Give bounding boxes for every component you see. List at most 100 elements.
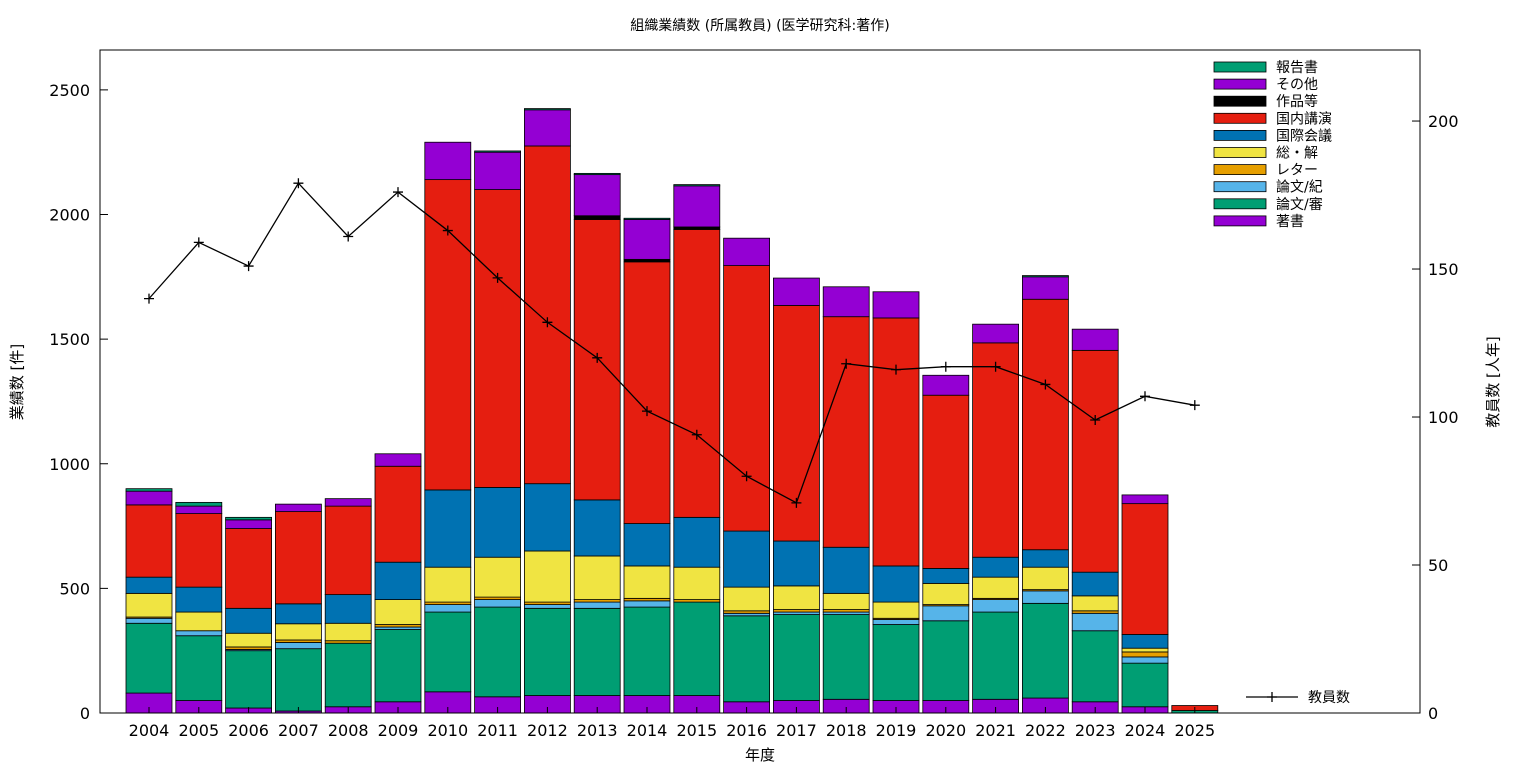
line-point	[243, 261, 254, 272]
y-tick-label: 500	[59, 579, 90, 598]
bar-segment	[822, 614, 870, 700]
bar-segment	[274, 603, 322, 625]
x-tick-label: 2005	[178, 721, 219, 740]
bar-segment	[872, 317, 920, 567]
bar-segment	[474, 151, 522, 190]
bar-segment	[822, 592, 870, 610]
x-tick-label: 2013	[577, 721, 618, 740]
bar-segment	[424, 566, 472, 603]
x-tick-label: 2004	[129, 721, 170, 740]
bar-segment	[573, 215, 621, 220]
x-tick-label: 2009	[378, 721, 419, 740]
bar-segment	[1022, 275, 1069, 278]
bar-segment	[524, 607, 571, 696]
bar-segment	[524, 108, 571, 111]
chart-title: 組織業績数 (所属教員) (医学研究科:著作)	[630, 18, 889, 34]
line-point	[393, 187, 403, 198]
bar-segment	[723, 237, 770, 266]
y-tick-label: 0	[80, 704, 90, 723]
y2-tick-label: 50	[1428, 556, 1448, 575]
line-layer	[144, 178, 1200, 508]
line-point	[542, 317, 553, 328]
bar-segment	[1121, 662, 1169, 708]
bar-segment	[324, 622, 372, 642]
bar-segment	[1071, 630, 1119, 703]
bar-segment	[374, 599, 422, 625]
bar-segment	[922, 582, 970, 605]
bar-segment	[1071, 612, 1119, 632]
bar-segment	[324, 642, 372, 708]
bar-segment	[524, 109, 571, 147]
bar-segment	[972, 342, 1019, 558]
bar-segment	[773, 614, 820, 701]
y-tick-label: 1000	[49, 455, 90, 474]
y-tick-label: 2500	[49, 81, 90, 100]
bar-segment	[225, 528, 273, 609]
legend-label: 作品等	[1276, 93, 1318, 110]
bar-segment	[1022, 590, 1069, 604]
bar-segment	[175, 505, 223, 515]
bar-segment	[922, 568, 970, 584]
bar-segment	[922, 374, 970, 396]
legend-label: 総・解	[1276, 146, 1318, 162]
bar-segment	[424, 611, 472, 693]
bar-segment	[175, 635, 223, 701]
bar-segment	[374, 561, 422, 600]
legend-swatch	[1213, 164, 1267, 176]
bars-layer	[125, 108, 1219, 714]
line-point	[990, 361, 1001, 372]
bar-segment	[623, 219, 671, 260]
legend-swatch	[1213, 129, 1267, 141]
bar-segment	[1121, 494, 1169, 505]
legend-label: 論文/紀	[1276, 180, 1323, 196]
bar-segment	[723, 615, 770, 703]
bar-segment	[125, 576, 173, 594]
bar-segment	[872, 601, 920, 619]
y2-tick-label: 100	[1428, 408, 1459, 427]
legend-label: 報告書	[1276, 60, 1318, 76]
legend-swatch	[1213, 147, 1267, 158]
bar-segment	[274, 511, 322, 605]
bar-segment	[474, 606, 522, 698]
bar-segment	[474, 150, 522, 153]
bar-segment	[972, 556, 1019, 578]
line-point	[293, 178, 304, 189]
bar-segment	[673, 229, 721, 518]
bar-segment	[175, 586, 223, 613]
line-point	[691, 429, 702, 440]
bar-segment	[573, 601, 621, 609]
bar-segment	[573, 174, 621, 217]
bar-segment	[972, 576, 1019, 599]
x-tick-label: 2021	[975, 721, 1016, 740]
bar-segment	[922, 620, 970, 701]
bar-segment	[1121, 651, 1169, 658]
legend-label: 論文/審	[1276, 197, 1323, 213]
bar-segment	[922, 605, 970, 622]
x-tick-label: 2016	[726, 721, 767, 740]
line-point	[1090, 414, 1101, 425]
bar-segment	[623, 261, 671, 524]
bar-segment	[125, 488, 173, 492]
y2-tick-label: 0	[1428, 704, 1438, 723]
legend-label: レター	[1276, 163, 1318, 179]
legend-label: 国内講演	[1276, 111, 1332, 127]
legend-label: その他	[1276, 77, 1318, 93]
line-point	[741, 471, 752, 482]
bar-segment	[524, 604, 571, 609]
x-tick-label: 2017	[776, 721, 817, 740]
legend-line-marker	[1267, 692, 1277, 702]
x-tick-label: 2019	[876, 721, 917, 740]
x-tick-label: 2007	[278, 721, 319, 740]
bar-segment	[673, 516, 721, 568]
bar-segment	[1121, 503, 1169, 635]
bar-segment	[125, 490, 173, 506]
bar-segment	[1022, 276, 1069, 300]
bar-segment	[872, 624, 920, 701]
bar-segment	[623, 217, 671, 220]
bar-segment	[822, 546, 870, 594]
line-point	[791, 497, 802, 508]
bar-segment	[175, 611, 223, 632]
bar-segment	[1071, 595, 1119, 612]
legend-line-label: 教員数	[1308, 690, 1350, 706]
plot-frame	[99, 49, 1421, 714]
